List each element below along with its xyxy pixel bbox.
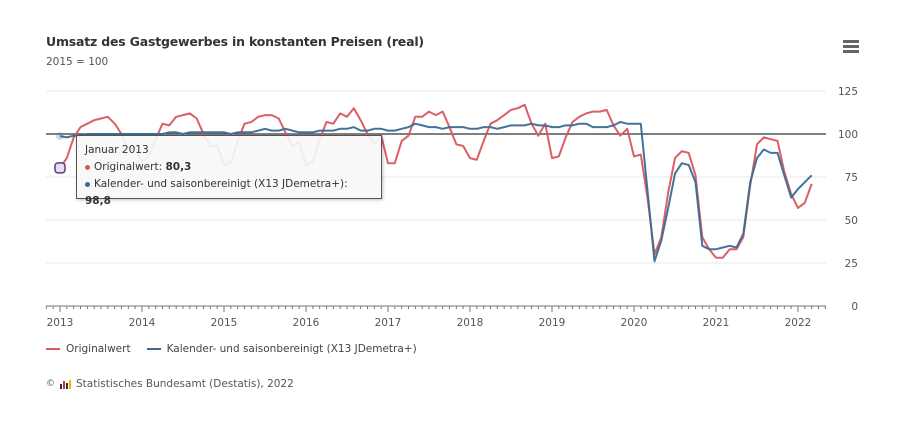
original-line-swatch-icon xyxy=(46,348,60,350)
series-line-original xyxy=(59,103,813,259)
y-tick-label-100: 100 xyxy=(838,129,858,141)
adjusted-dot-icon xyxy=(85,181,90,187)
hamburger-menu-icon[interactable] xyxy=(840,38,862,56)
legend: Originalwert Kalender- und saisonbereini… xyxy=(46,343,417,355)
tooltip-adjusted-value: 98,8 xyxy=(85,195,111,207)
series-line-adjusted xyxy=(59,121,813,263)
tooltip-row-adjusted: Kalender- und saisonbereinigt (X13 JDeme… xyxy=(85,176,373,210)
original-dot-icon xyxy=(85,164,90,170)
x-tick-label-2021: 2021 xyxy=(703,317,730,329)
y-tick-label-125: 125 xyxy=(838,86,858,98)
x-axis xyxy=(45,305,826,312)
x-tick-label-2019: 2019 xyxy=(539,317,566,329)
legend-label-adjusted: Kalender- und saisonbereinigt (X13 JDeme… xyxy=(166,343,417,355)
y-tick-label-50: 50 xyxy=(845,215,858,227)
x-tick-label-2014: 2014 xyxy=(129,317,156,329)
x-tick-label-2022: 2022 xyxy=(785,317,812,329)
x-tick-label-2020: 2020 xyxy=(621,317,648,329)
y-tick-label-0: 0 xyxy=(851,301,858,313)
tooltip-row-original: Originalwert: 80,3 xyxy=(85,159,373,176)
x-tick-label-2015: 2015 xyxy=(211,317,238,329)
adjusted-halo-marker xyxy=(56,132,64,141)
series-lines xyxy=(59,103,813,263)
credits[interactable]: © Statistisches Bundesamt (Destatis), 20… xyxy=(46,378,294,390)
legend-item-original[interactable]: Originalwert xyxy=(46,343,131,355)
legend-item-adjusted[interactable]: Kalender- und saisonbereinigt (X13 JDeme… xyxy=(146,343,417,355)
x-tick-label-2017: 2017 xyxy=(375,317,402,329)
chart-title: Umsatz des Gastgewerbes in konstanten Pr… xyxy=(46,34,424,49)
tooltip: Januar 2013 Originalwert: 80,3 Kalender-… xyxy=(76,135,382,207)
adjusted-line-swatch-icon xyxy=(146,348,161,350)
highlight-marker xyxy=(54,132,66,174)
y-tick-label-75: 75 xyxy=(845,172,858,184)
y-axis-labels: 0 25 50 75 100 125 xyxy=(838,86,858,313)
x-tick-label-2018: 2018 xyxy=(457,317,484,329)
tooltip-date: Januar 2013 xyxy=(85,144,149,156)
x-tick-label-2016: 2016 xyxy=(293,317,320,329)
x-tick-label-2013: 2013 xyxy=(47,317,74,329)
legend-label-original: Originalwert xyxy=(66,343,131,355)
original-point-marker xyxy=(54,162,66,174)
tooltip-adjusted-label: Kalender- und saisonbereinigt (X13 JDeme… xyxy=(94,178,348,190)
destatis-logo-icon xyxy=(60,379,71,389)
copyright-symbol: © xyxy=(46,379,55,389)
chart-subtitle: 2015 = 100 xyxy=(46,56,109,68)
y-tick-label-25: 25 xyxy=(845,258,858,270)
tooltip-original-label: Originalwert: xyxy=(94,161,163,173)
x-axis-labels: 2013 2014 2015 2016 2017 2018 2019 2020 2021 2022 xyxy=(47,317,812,329)
tooltip-original-value: 80,3 xyxy=(165,161,192,173)
credits-text: Statistisches Bundesamt (Destatis), 2022 xyxy=(76,378,294,390)
